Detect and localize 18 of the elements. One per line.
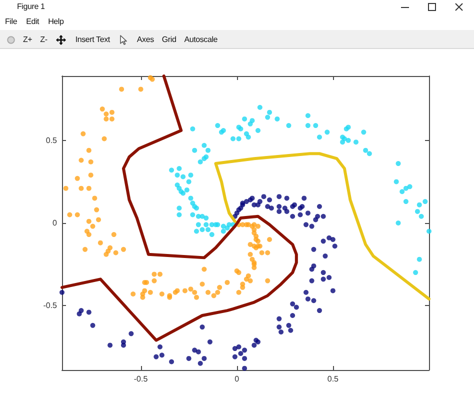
text: Z- xyxy=(40,34,48,44)
x-tick-label: -0.5 xyxy=(134,374,148,384)
text: Insert Text xyxy=(75,34,110,44)
y-tick-label: 0.5 xyxy=(46,136,58,145)
line-series xyxy=(60,74,298,342)
line-series xyxy=(214,152,430,300)
text: Help xyxy=(48,17,64,27)
text: Edit xyxy=(26,17,40,27)
text: Figure 1 xyxy=(17,2,45,12)
y-tick-label: 0 xyxy=(52,218,58,228)
text: Grid xyxy=(162,34,176,44)
x-tick-label: 0.5 xyxy=(327,374,340,384)
text: Axes xyxy=(136,34,154,44)
text: Z+ xyxy=(23,34,32,44)
text: Autoscale xyxy=(184,34,218,44)
text: File xyxy=(5,17,18,27)
y-tick-label: -0.5 xyxy=(43,301,58,310)
x-tick-label: 0 xyxy=(234,374,240,384)
